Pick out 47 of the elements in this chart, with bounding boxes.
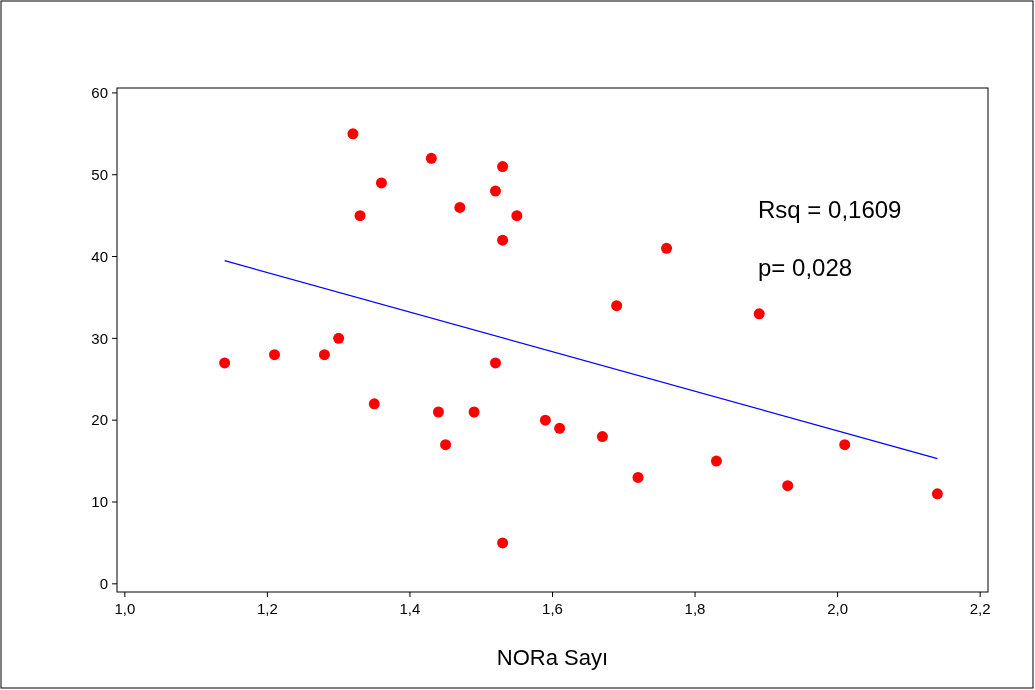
x-tick-label: 1,0 — [114, 600, 136, 617]
y-tick-label: 40 — [91, 247, 108, 265]
point — [347, 128, 359, 140]
point — [661, 242, 673, 254]
point — [539, 414, 551, 426]
point — [839, 439, 851, 451]
x-axis-title: NORa Sayı — [496, 645, 609, 670]
point — [440, 439, 452, 451]
point — [219, 357, 231, 369]
point — [497, 537, 509, 549]
y-tick-label: 20 — [91, 411, 108, 429]
point — [511, 210, 523, 222]
point — [269, 349, 281, 361]
x-tick-label: 1,8 — [684, 600, 706, 617]
point — [333, 332, 345, 344]
x-tick-label: 1,2 — [256, 600, 278, 617]
annotation: p= 0,028 — [758, 254, 853, 281]
x-tick-label: 2,0 — [827, 600, 849, 617]
y-tick-label: 0 — [99, 575, 108, 593]
y-tick-label: 50 — [91, 165, 108, 183]
point — [554, 422, 566, 434]
x-tick-label: 1,4 — [399, 600, 421, 617]
point — [931, 488, 943, 500]
point — [318, 349, 330, 361]
point — [782, 480, 794, 492]
point — [368, 398, 380, 410]
point — [425, 152, 437, 164]
y-tick-label: 60 — [91, 84, 108, 102]
point — [454, 201, 466, 213]
point — [354, 210, 366, 222]
x-tick-label: 1,6 — [542, 600, 563, 617]
point — [753, 308, 765, 320]
point — [432, 406, 444, 418]
y-tick-label: 30 — [91, 329, 108, 347]
annotation: Rsq = 0,1609 — [758, 196, 902, 223]
point — [489, 185, 501, 197]
point — [497, 161, 509, 173]
point — [375, 177, 387, 189]
point — [468, 406, 480, 418]
point — [611, 300, 623, 312]
point — [596, 431, 608, 443]
y-tick-label: 10 — [91, 493, 108, 511]
point — [632, 471, 644, 483]
x-tick-label: 2,2 — [969, 600, 991, 617]
point — [489, 357, 501, 369]
point — [710, 455, 722, 467]
point — [497, 234, 509, 246]
